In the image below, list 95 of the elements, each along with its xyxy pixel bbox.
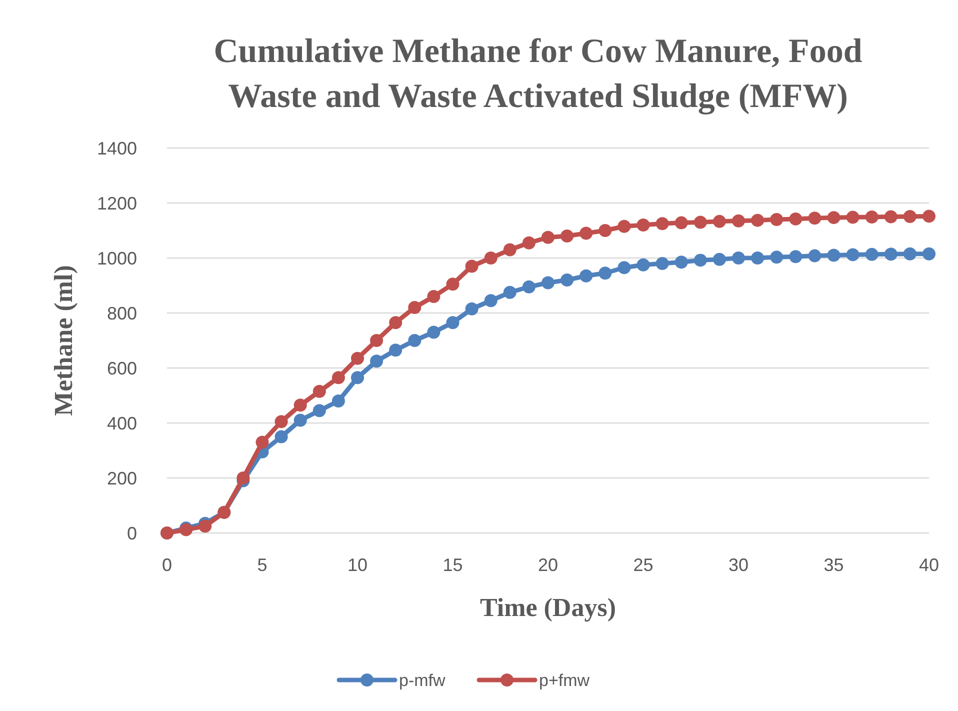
point: [560, 274, 574, 286]
point: [751, 214, 764, 227]
x-tick-label: 0: [162, 555, 172, 575]
point: [751, 252, 764, 264]
point: [770, 250, 784, 264]
point: [656, 217, 669, 230]
point: [332, 371, 345, 384]
point: [636, 218, 650, 232]
point: [389, 316, 402, 330]
chart-title: Cumulative Methane for Cow Manure, Food Waste and Waste Activated Sludge (MFW): [214, 33, 862, 115]
y-tick-label: 1400: [96, 138, 137, 158]
point: [580, 226, 593, 240]
point: [636, 258, 650, 272]
y-tick-label: 1000: [96, 248, 137, 268]
point: [903, 210, 916, 223]
point: [732, 214, 745, 228]
point: [903, 247, 916, 260]
point: [522, 236, 536, 250]
x-tick-label: 15: [442, 555, 463, 575]
point: [294, 414, 307, 427]
point: [503, 286, 516, 299]
point: [865, 210, 878, 224]
point: [618, 261, 631, 274]
y-tick-label: 200: [106, 468, 137, 488]
point: [580, 269, 593, 282]
point: [884, 248, 898, 261]
y-tick-label: 0: [126, 523, 137, 544]
point: [770, 213, 784, 226]
point: [389, 344, 402, 357]
x-tick-label: 10: [347, 555, 368, 575]
point: [256, 436, 269, 449]
point: [712, 214, 726, 228]
y-tick-label: 1200: [96, 193, 137, 214]
point: [522, 280, 536, 294]
x-axis-title: Time (Days): [480, 593, 616, 622]
x-tick-label: 5: [257, 555, 268, 575]
point: [846, 210, 860, 224]
y-tick-label: 400: [106, 413, 137, 434]
x-tick-label: 25: [633, 555, 654, 575]
point: [312, 384, 326, 398]
legend-label: p-mfw: [399, 670, 446, 690]
point: [503, 243, 516, 256]
point: [542, 230, 554, 244]
point: [370, 354, 384, 368]
x-tick-label: 40: [918, 555, 940, 575]
point: [712, 252, 726, 266]
point: [694, 216, 707, 229]
x-tick-label: 20: [538, 555, 558, 575]
point: [274, 415, 288, 428]
point: [598, 266, 612, 280]
y-tick-label: 800: [106, 303, 137, 324]
point: [808, 249, 822, 262]
point: [598, 224, 612, 237]
point: [484, 294, 498, 308]
point: [312, 404, 326, 418]
point: [332, 394, 345, 408]
point: [484, 252, 498, 264]
point: [465, 260, 478, 273]
point: [198, 520, 212, 533]
point: [865, 248, 878, 261]
point: [446, 278, 460, 291]
point: [446, 316, 460, 330]
point: [351, 352, 364, 365]
y-axis-title: Methane (ml): [49, 265, 78, 416]
point: [846, 248, 860, 262]
point: [827, 248, 840, 262]
point: [560, 230, 574, 242]
point: [427, 290, 440, 303]
point: [294, 398, 307, 412]
point: [884, 210, 898, 224]
point: [618, 220, 631, 233]
x-tick-label: 35: [824, 555, 844, 575]
point: [351, 371, 364, 384]
point: [694, 254, 707, 267]
point: [789, 250, 802, 264]
point: [674, 216, 688, 230]
point: [427, 326, 440, 339]
point: [656, 257, 669, 270]
point: [465, 302, 478, 316]
point: [370, 334, 384, 347]
point: [236, 472, 250, 484]
point: [827, 211, 840, 224]
y-tick-label: 600: [106, 358, 137, 378]
point: [408, 334, 422, 347]
point: [808, 212, 822, 225]
legend-label: p+fmw: [539, 670, 590, 690]
x-tick-label: 30: [728, 555, 749, 575]
point: [922, 247, 936, 260]
point: [789, 212, 802, 226]
point: [674, 256, 688, 269]
point: [542, 276, 554, 290]
point: [922, 210, 936, 223]
point: [408, 301, 422, 314]
point: [732, 252, 745, 264]
point: [274, 430, 288, 444]
